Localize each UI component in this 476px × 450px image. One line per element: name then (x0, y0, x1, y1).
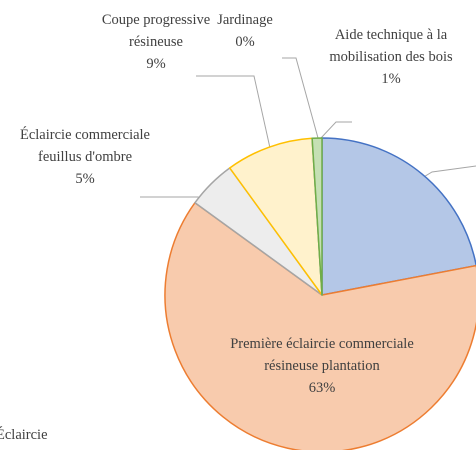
value-label: 0% (235, 34, 255, 50)
category-label: Jardinage (217, 12, 273, 28)
value-label: 5% (75, 171, 95, 187)
slice (164, 201, 476, 450)
category-label: Coupe progressive résineuse (101, 12, 211, 50)
slice-label: Éclaircie commerciale feuillus d'ombre 5% (15, 124, 155, 190)
value-label: 1% (381, 71, 401, 87)
annotation: Éclaircie (0, 424, 86, 446)
leader-line (282, 57, 319, 139)
slice (311, 137, 323, 296)
leader-line (320, 121, 352, 139)
leader-line (421, 165, 476, 179)
category-label: Éclaircie commerciale feuillus d'ombre (19, 127, 150, 165)
annotation-text: Éclaircie (0, 427, 48, 443)
value-label: 63% (308, 380, 336, 396)
slice-label: Jardinage 0% (200, 9, 290, 53)
slice-label: Première éclaircie commerciale résineuse… (230, 333, 414, 399)
category-label: Première éclaircie commerciale résineuse… (230, 336, 414, 374)
slice (321, 137, 476, 296)
leader-line (196, 75, 271, 149)
slice (228, 137, 323, 296)
value-label: 9% (146, 56, 166, 72)
category-label: Aide technique à la mobilisation des boi… (329, 27, 453, 65)
slices (164, 137, 476, 450)
slice-label: Aide technique à la mobilisation des boi… (308, 24, 474, 90)
slice-label: Coupe progressive résineuse 9% (100, 9, 212, 75)
